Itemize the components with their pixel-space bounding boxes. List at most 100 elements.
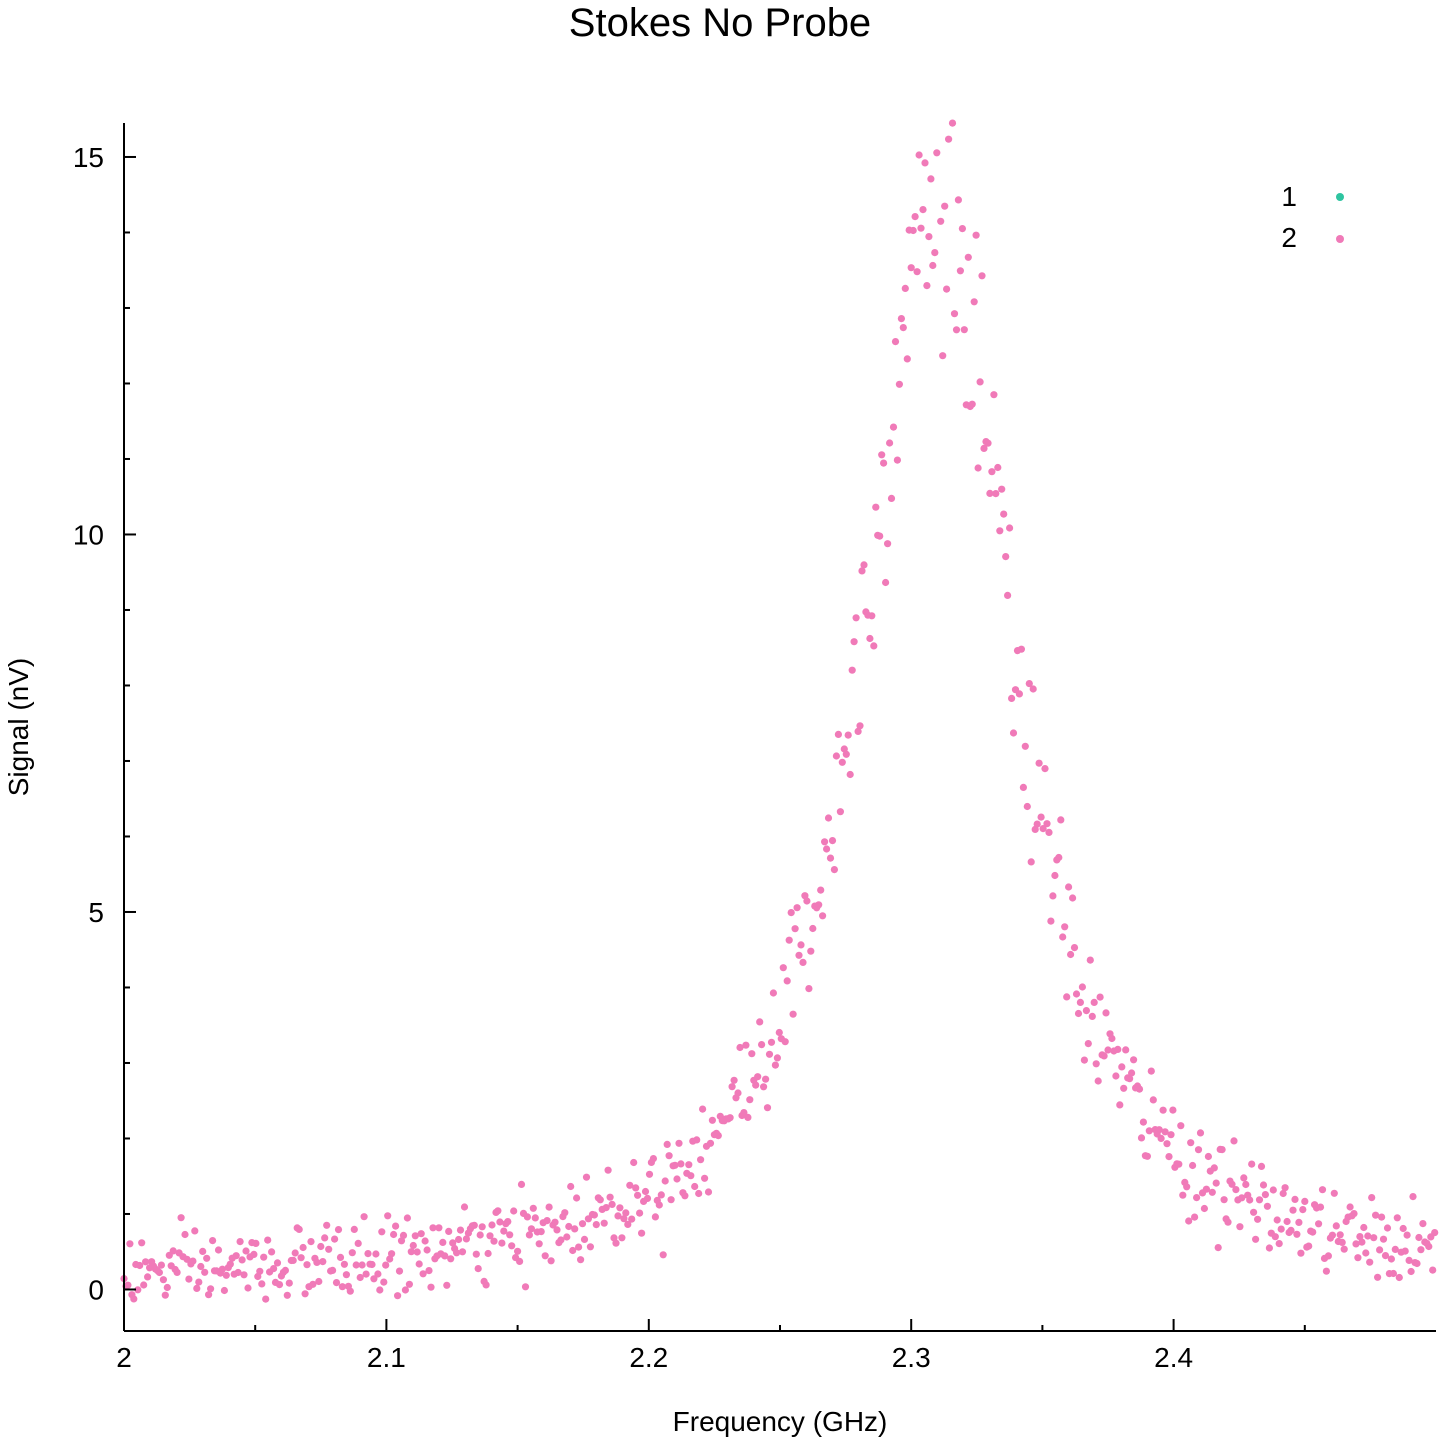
- data-point: [1255, 1196, 1264, 1204]
- data-point: [760, 1083, 768, 1091]
- data-point: [462, 1235, 470, 1243]
- data-point: [295, 1225, 303, 1233]
- data-point: [1072, 990, 1081, 998]
- data-point: [364, 1250, 372, 1258]
- data-point: [1318, 1186, 1327, 1194]
- data-point: [687, 1172, 695, 1180]
- data-point: [937, 217, 945, 225]
- data-point: [807, 947, 815, 955]
- data-point: [990, 391, 998, 399]
- data-point: [529, 1204, 537, 1212]
- data-point: [651, 1213, 660, 1221]
- data-point: [289, 1256, 297, 1264]
- data-point: [144, 1273, 152, 1281]
- data-point: [321, 1234, 329, 1242]
- data-point: [882, 578, 890, 587]
- data-point: [850, 638, 858, 646]
- data-point: [1027, 858, 1035, 866]
- data-point: [996, 527, 1004, 535]
- data-point: [207, 1285, 215, 1293]
- data-point: [1277, 1225, 1285, 1233]
- data-point: [1228, 1180, 1236, 1188]
- data-point: [140, 1281, 148, 1289]
- data-point: [1295, 1218, 1303, 1226]
- data-point: [1289, 1206, 1297, 1214]
- data-point: [754, 1073, 762, 1081]
- data-point: [226, 1260, 234, 1268]
- data-point: [1023, 802, 1031, 811]
- data-point: [1405, 1256, 1413, 1264]
- data-point: [201, 1268, 209, 1276]
- data-point: [789, 1010, 797, 1018]
- data-point: [856, 722, 864, 730]
- data-point: [708, 1116, 717, 1124]
- data-point: [667, 1196, 675, 1204]
- data-point: [1082, 1007, 1090, 1015]
- data-point: [1130, 1056, 1138, 1064]
- data-point: [695, 1189, 703, 1198]
- data-point: [884, 540, 892, 548]
- data-point: [1315, 1220, 1323, 1228]
- data-point: [1167, 1131, 1175, 1139]
- data-point: [299, 1243, 307, 1252]
- data-point: [886, 439, 894, 447]
- data-point: [622, 1209, 630, 1217]
- data-point: [181, 1230, 189, 1239]
- data-point: [927, 175, 935, 183]
- data-point: [1145, 1127, 1153, 1135]
- data-point: [521, 1283, 530, 1291]
- data-point: [504, 1218, 512, 1226]
- data-point: [974, 464, 982, 472]
- data-point: [604, 1166, 612, 1174]
- data-point: [478, 1223, 486, 1231]
- data-point: [726, 1114, 734, 1122]
- data-point: [472, 1250, 480, 1258]
- data-point: [1381, 1252, 1390, 1260]
- data-point: [350, 1225, 358, 1233]
- data-point: [1015, 690, 1024, 698]
- data-point: [1328, 1231, 1336, 1239]
- data-point: [1000, 510, 1008, 518]
- data-point: [1037, 813, 1045, 821]
- data-point: [1279, 1189, 1287, 1198]
- data-point: [734, 1089, 742, 1097]
- data-point: [970, 298, 978, 306]
- data-point: [803, 897, 811, 905]
- data-point: [1291, 1195, 1299, 1203]
- data-point: [677, 1160, 685, 1168]
- data-point: [728, 1083, 736, 1091]
- data-point: [508, 1242, 516, 1250]
- data-point: [1338, 1238, 1346, 1246]
- data-point: [809, 924, 817, 933]
- data-point: [1147, 1067, 1155, 1075]
- data-point: [126, 1240, 134, 1248]
- data-point: [945, 135, 953, 143]
- data-point: [1084, 1040, 1092, 1048]
- data-point: [1240, 1174, 1248, 1182]
- data-point: [645, 1170, 654, 1178]
- data-point: [923, 282, 931, 290]
- data-point: [787, 909, 795, 917]
- data-point: [1224, 1218, 1232, 1226]
- data-point: [919, 206, 927, 214]
- data-point: [952, 326, 961, 334]
- data-point: [1049, 892, 1057, 900]
- data-point: [360, 1213, 368, 1221]
- data-point: [767, 1038, 776, 1046]
- data-point: [382, 1261, 390, 1269]
- data-point: [815, 901, 823, 909]
- data-point: [163, 1283, 171, 1292]
- x-tick-label: 2.1: [367, 1342, 406, 1373]
- data-point: [209, 1237, 217, 1245]
- data-point: [858, 567, 866, 575]
- data-point: [765, 1050, 774, 1058]
- data-point: [785, 936, 793, 944]
- data-point: [1417, 1246, 1425, 1254]
- data-point: [826, 854, 835, 862]
- data-point: [769, 989, 778, 997]
- data-point: [1200, 1204, 1208, 1213]
- data-point: [498, 1239, 506, 1247]
- data-point: [523, 1213, 532, 1221]
- data-point: [1378, 1213, 1386, 1221]
